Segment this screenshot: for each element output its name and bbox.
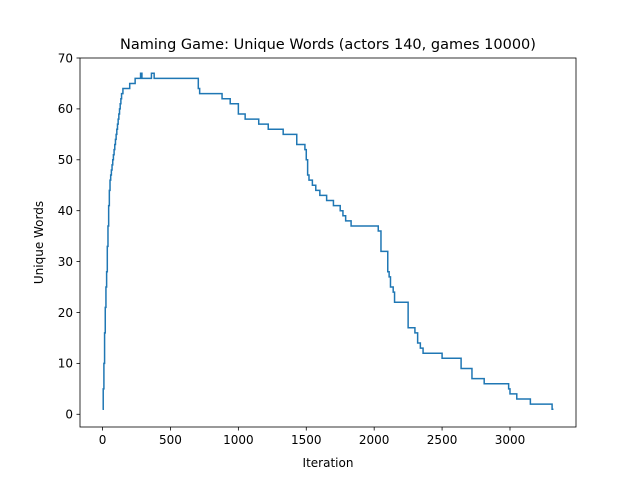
- x-tick-label: 2500: [427, 433, 458, 447]
- y-tick-label: 40: [58, 204, 73, 218]
- plot-area: [102, 72, 554, 410]
- x-tick-label: 1500: [291, 433, 322, 447]
- x-tick-label: 0: [99, 433, 107, 447]
- series-line-0: [102, 72, 554, 410]
- y-axis-label: Unique Words: [32, 201, 46, 284]
- chart-title: Naming Game: Unique Words (actors 140, g…: [120, 37, 536, 53]
- y-tick-label: 70: [58, 51, 73, 65]
- axes-frame: [79, 57, 577, 428]
- x-axis-label: Iteration: [303, 456, 354, 470]
- y-tick-label: 50: [58, 153, 73, 167]
- x-tick-label: 1000: [223, 433, 254, 447]
- x-tick-label: 2000: [359, 433, 390, 447]
- y-tick-label: 0: [65, 408, 73, 422]
- x-tick-label: 3000: [495, 433, 526, 447]
- y-tick-label: 10: [58, 357, 73, 371]
- x-tick-label: 500: [159, 433, 182, 447]
- y-tick-label: 30: [58, 255, 73, 269]
- y-tick-label: 60: [58, 102, 73, 116]
- y-tick-label: 20: [58, 306, 73, 320]
